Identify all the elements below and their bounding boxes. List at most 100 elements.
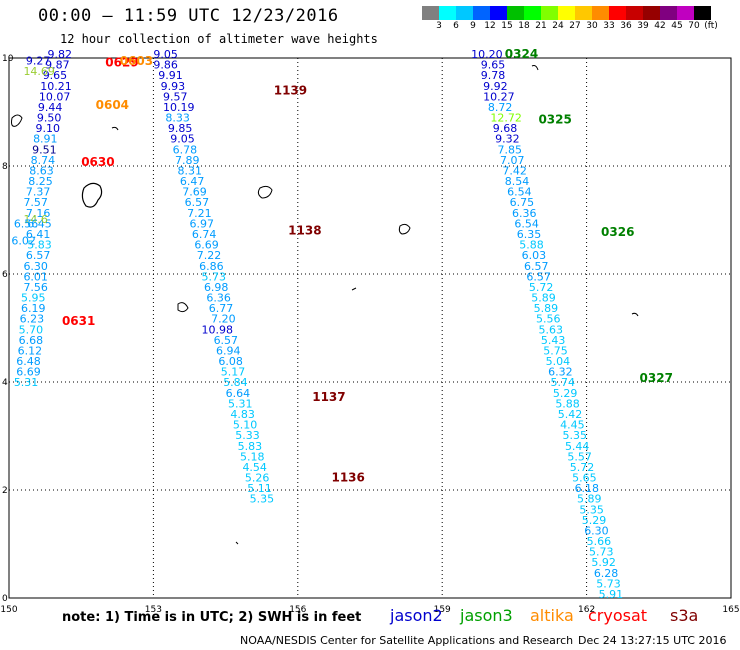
color-swatch (439, 6, 456, 20)
color-scale-label: 27 (569, 21, 581, 31)
color-swatch (422, 6, 439, 20)
wave-height-value: 5.11 (247, 482, 272, 495)
lon-tick-label: 156 (289, 605, 306, 615)
pass-time-label: 0629 (105, 55, 138, 69)
wave-height-value: 9.27 (26, 54, 50, 67)
color-scale-label: 15 (501, 21, 513, 31)
pass-time-label: 0604 (96, 98, 129, 112)
wave-height-value: 9.78 (481, 69, 506, 82)
generated-timestamp: Dec 24 13:27:15 UTC 2016 (578, 634, 727, 647)
wave-height-value: 12.72 (490, 112, 522, 125)
wave-height-value: 9.44 (38, 101, 63, 114)
wave-height-value: 6.57 (26, 249, 50, 262)
wave-height-value: 9.91 (158, 69, 183, 82)
wave-height-value: 5.91 (599, 588, 624, 601)
wave-height-value: 7.21 (187, 207, 212, 220)
legend-item-cryosat: cryosat (588, 606, 648, 625)
island-outline (11, 114, 23, 127)
wave-height-value: 6.75 (510, 196, 535, 209)
island-outline (531, 65, 539, 71)
wave-height-value: 6.64 (226, 387, 251, 400)
wave-height-value: 8.54 (505, 175, 529, 188)
lat-tick-label: 10 (2, 54, 14, 64)
pass-time-label: 0630 (81, 155, 114, 169)
wave-height-value: 7.37 (26, 186, 50, 199)
wave-height-value: 6.57 (526, 270, 551, 283)
wave-height-value: 6.36 (206, 292, 231, 305)
wave-height-value: 6.28 (594, 567, 619, 580)
wave-height-value: 5.74 (551, 376, 576, 389)
wave-height-value: 4.83 (230, 408, 255, 421)
wave-height-value: 6.01 (23, 270, 48, 283)
color-scale-label: 6 (453, 21, 459, 31)
color-scale-label: (ft) (704, 21, 718, 31)
wave-height-value: 9.85 (168, 122, 193, 135)
wave-height-value: 6.54 (514, 217, 539, 230)
wave-height-value: 6.98 (204, 281, 229, 294)
wave-height-value: 10.07 (39, 90, 71, 103)
wave-height-value: 10.27 (483, 90, 515, 103)
color-swatch (575, 6, 592, 20)
color-swatch (694, 6, 711, 20)
wave-height-value: 6.77 (209, 302, 234, 315)
wave-height-value: 7.20 (211, 313, 236, 326)
wave-height-value: 6.30 (584, 524, 609, 537)
wave-height-value: 10.98 (202, 323, 234, 336)
credit-text: NOAA/NESDIS Center for Satellite Applica… (240, 634, 574, 647)
lon-tick-label: 159 (434, 605, 451, 615)
lat-tick-label: 6 (2, 270, 8, 280)
color-swatch (592, 6, 609, 20)
wave-height-value: 8.33 (165, 112, 190, 125)
wave-height-value: 5.63 (538, 323, 563, 336)
wave-height-value: 7.22 (197, 249, 222, 262)
island-outline (257, 185, 273, 199)
wave-height-value: 5.88 (555, 397, 580, 410)
wave-height-value: 10.21 (40, 80, 72, 93)
wave-height-value: 5.83 (238, 440, 263, 453)
color-swatch (473, 6, 490, 20)
wave-height-value: 6.12 (18, 344, 43, 357)
wave-height-value: 6.30 (23, 260, 48, 273)
wave-height-value: 9.32 (495, 133, 520, 146)
wave-height-value: 6.35 (517, 228, 542, 241)
wave-height-value: 5.66 (587, 535, 612, 548)
legend-item-jason2: jason2 (390, 606, 443, 625)
pass-time-label: 1139 (274, 83, 307, 97)
wave-height-value: 5.89 (534, 302, 559, 315)
wave-height-value: 5.65 (572, 472, 597, 485)
wave-height-value: 6.69 (194, 239, 219, 252)
wave-height-value: 7.69 (182, 186, 207, 199)
color-swatch (524, 6, 541, 20)
pass-time-label: 1137 (312, 390, 345, 404)
wave-height-value: 6.97 (190, 217, 215, 230)
lon-tick-label: 150 (0, 605, 17, 615)
wave-height-value: 5.29 (553, 387, 578, 400)
wave-height-value: 5.72 (529, 281, 554, 294)
map-gridlines (9, 58, 731, 598)
wave-height-value: 6.48 (16, 355, 41, 368)
color-swatch (507, 6, 524, 20)
page-title: 00:00 – 11:59 UTC 12/23/2016 (38, 6, 339, 26)
wave-height-value: 7.85 (498, 143, 523, 156)
wave-height-value: 6.54 (507, 186, 532, 199)
color-scale-label: 39 (637, 21, 649, 31)
wave-height-value: 9.87 (45, 59, 70, 72)
wave-height-value: 5.31 (228, 397, 253, 410)
color-swatch (643, 6, 660, 20)
wave-height-value: 9.05 (153, 48, 178, 61)
wave-height-value: 5.83 (27, 239, 51, 252)
wave-height-value: 5.92 (591, 556, 616, 569)
wave-height-value: 5.35 (250, 493, 275, 506)
wave-height-value: 9.50 (37, 112, 62, 125)
lat-tick-label: 0 (2, 594, 8, 604)
map-axis-ticks: 150 153 156 159 162 165 10 8 6 4 2 0 (0, 54, 739, 615)
wave-height-value: 5.29 (582, 514, 607, 527)
color-swatch (660, 6, 677, 20)
wave-height-value: 5.56 (536, 313, 561, 326)
wave-height-value: 9.68 (493, 122, 518, 135)
color-scale-label: 24 (552, 21, 564, 31)
wave-height-value: 5.88 (519, 239, 544, 252)
wave-height-value: 6.19 (21, 302, 46, 315)
wave-height-value: 5.43 (541, 334, 566, 347)
